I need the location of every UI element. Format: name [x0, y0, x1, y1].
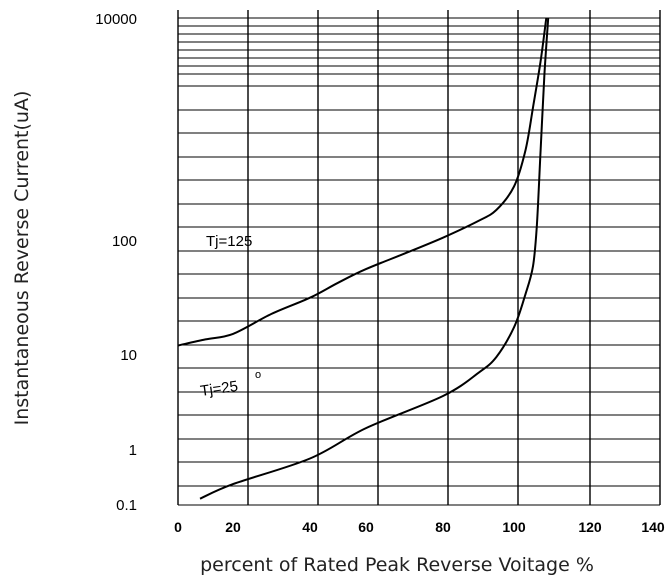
x-tick-label: 120: [578, 519, 602, 535]
x-tick-label: 140: [641, 519, 665, 535]
x-tick-label: 40: [302, 519, 318, 535]
x-tick-label: 0: [174, 519, 182, 535]
y-axis-title: Instantaneous Reverse Current(uA): [11, 91, 33, 426]
x-tick-label: 20: [225, 519, 241, 535]
x-tick-labels: 0 20 40 60 80 100 120 140: [174, 519, 665, 535]
x-tick-label: 100: [502, 519, 526, 535]
annotation-tj125: Tj=125: [206, 233, 252, 250]
grid: [177, 10, 661, 506]
y-tick-label: 10: [120, 347, 137, 364]
y-tick-label: 1: [129, 442, 137, 459]
y-tick-label: 10000: [95, 11, 137, 28]
series-line-1: [199, 17, 550, 500]
y-tick-label: 100: [112, 233, 137, 250]
series-line-0: [177, 17, 548, 347]
x-tick-label: 80: [435, 519, 451, 535]
annotation-tj25: Tj=25: [199, 378, 239, 400]
x-axis-title: percent of Rated Peak Reverse Voitage %: [200, 554, 594, 576]
y-tick-labels: 10000 100 10 1 0.1: [95, 11, 137, 514]
y-tick-label: 0.1: [116, 497, 137, 514]
series-layer: [177, 17, 550, 500]
x-tick-label: 60: [358, 519, 374, 535]
annotation-tj25-degree: o: [255, 369, 261, 381]
